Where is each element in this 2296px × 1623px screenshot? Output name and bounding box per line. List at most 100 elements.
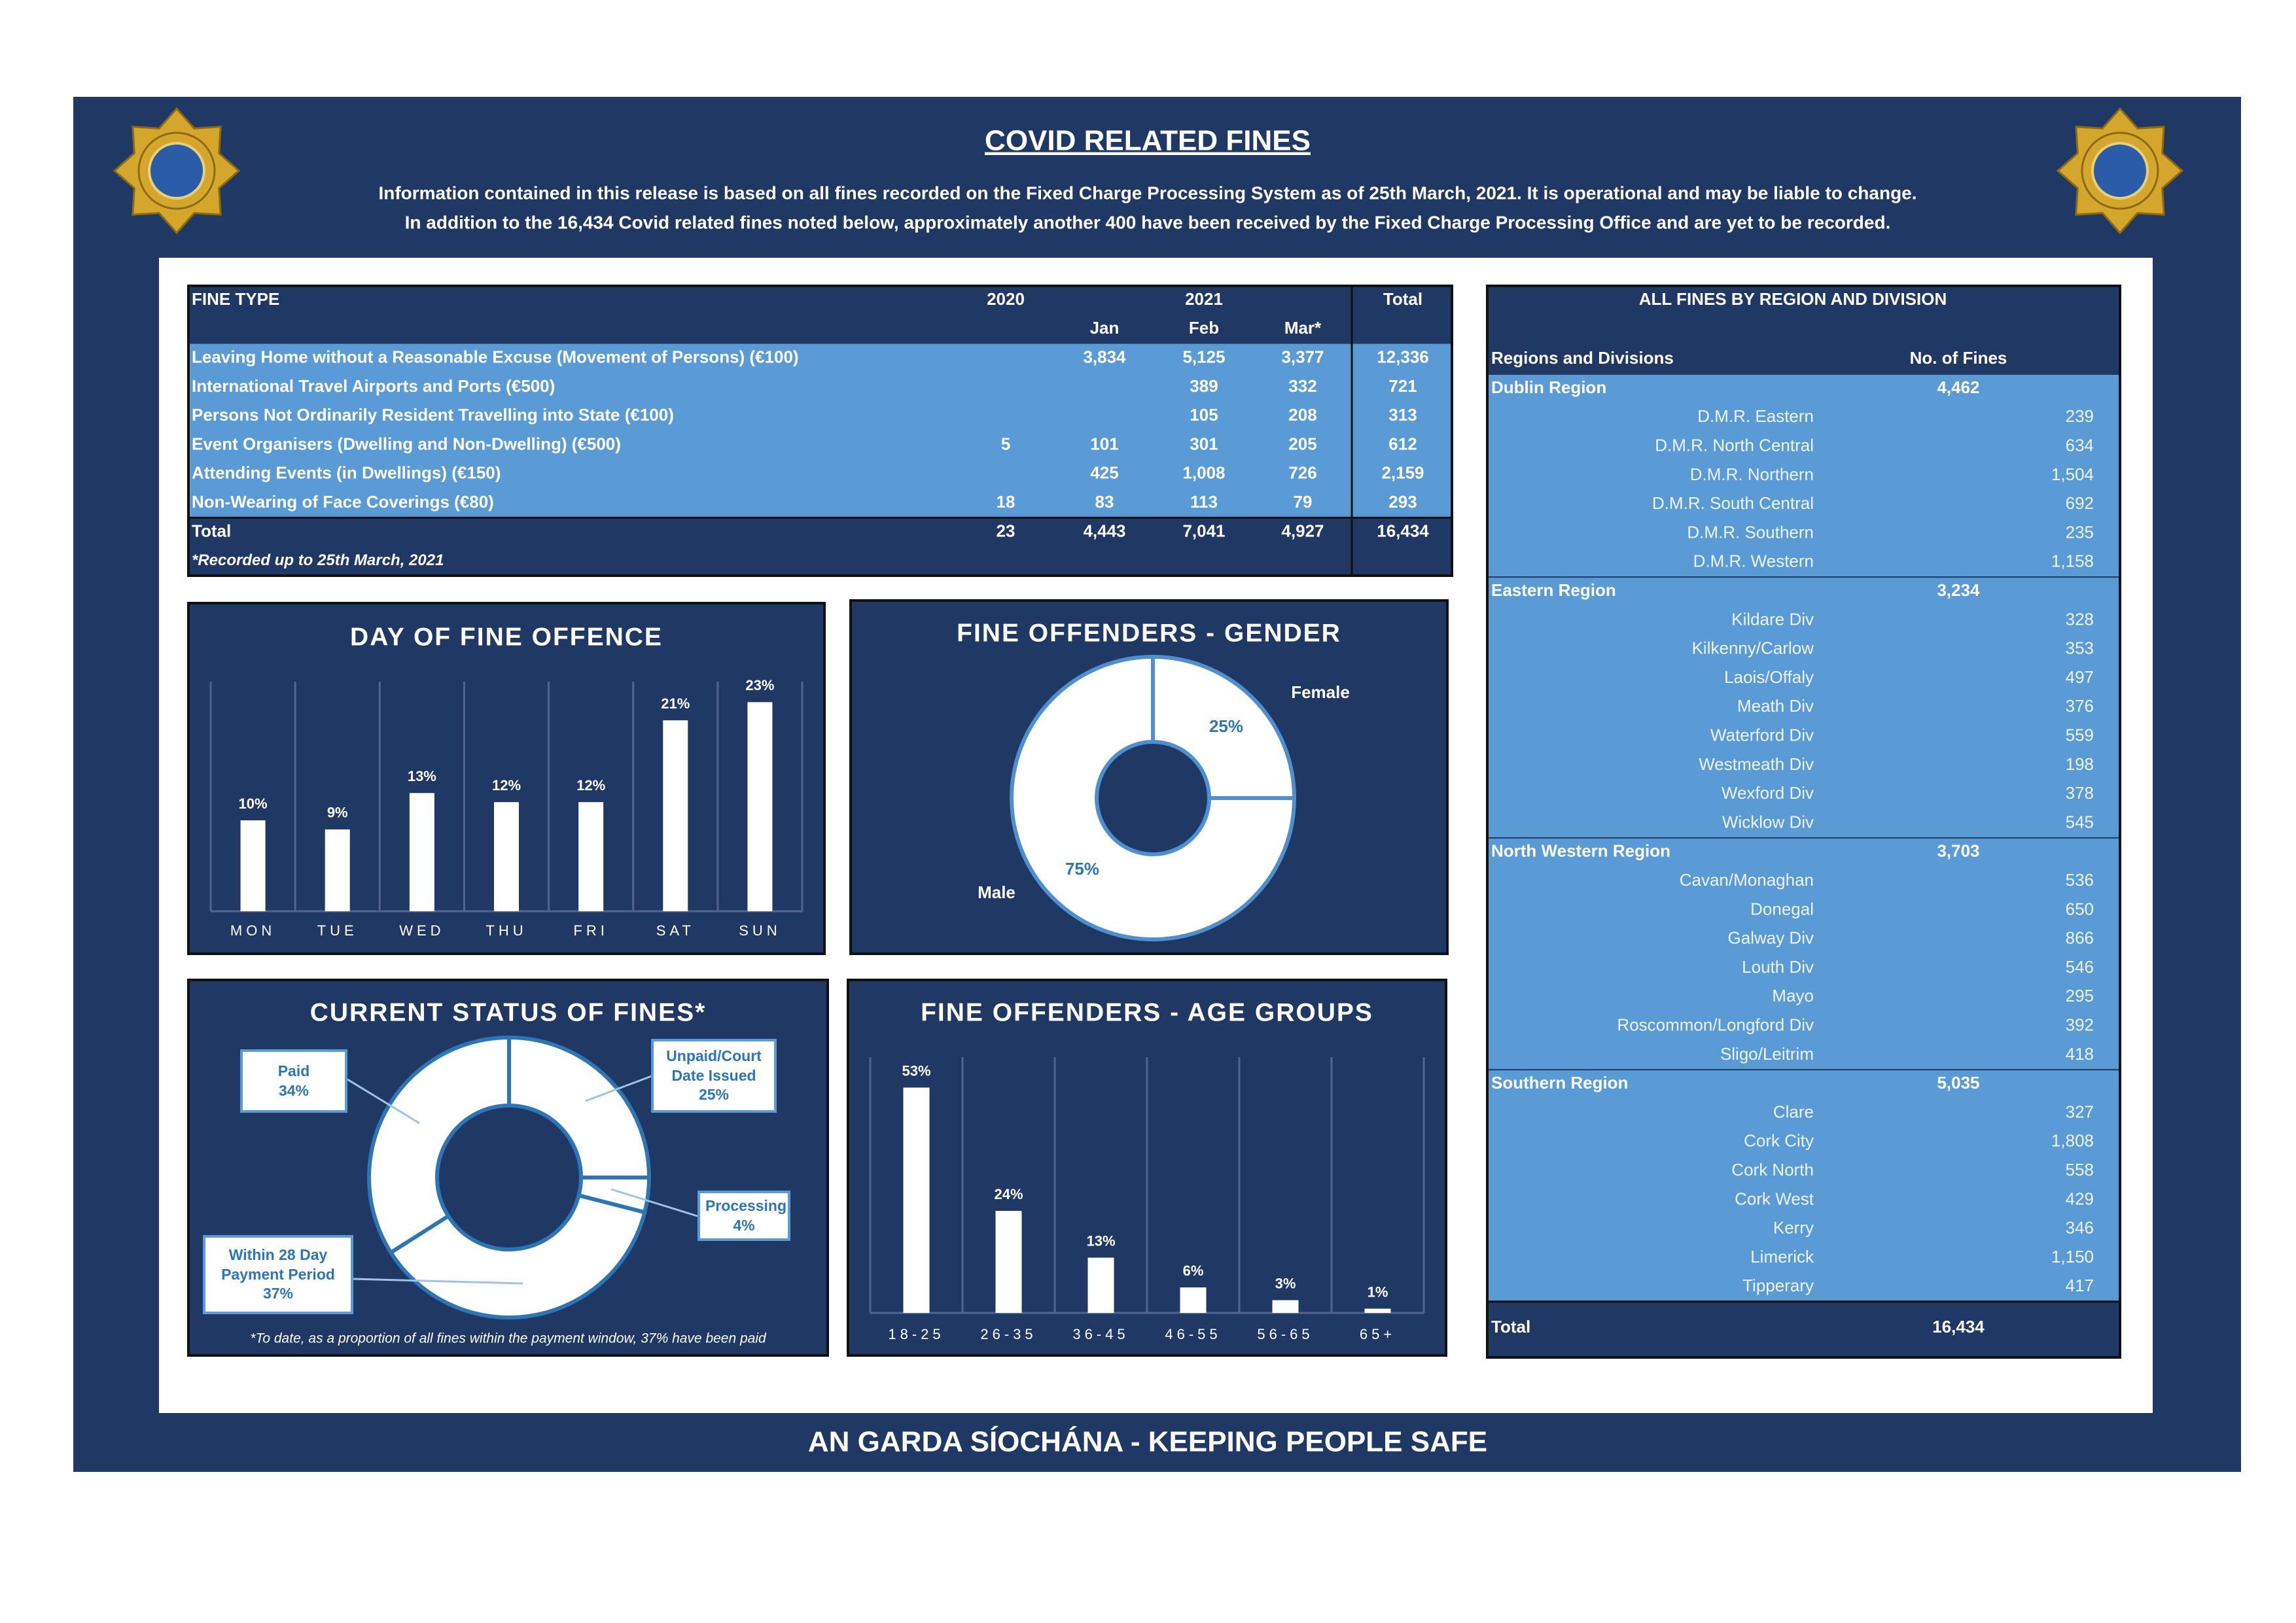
bar — [995, 1211, 1022, 1313]
logo — [2057, 107, 2183, 234]
division-fines: 378 — [2066, 783, 2094, 803]
division-name: Westmeath Div — [1699, 754, 1814, 774]
category-label: 18-25 — [888, 1326, 944, 1342]
label-box: Unpaid/Court Date Issued 25% — [651, 1039, 777, 1113]
row-cell: 83 — [1095, 492, 1114, 512]
division-fines: 559 — [2066, 725, 2094, 744]
region-name: Eastern Region — [1491, 580, 1616, 600]
total-cell: 23 — [997, 521, 1016, 540]
bar — [409, 793, 434, 911]
bar — [1087, 1257, 1114, 1313]
category-label: THU — [486, 922, 527, 939]
value-label: 13% — [1086, 1232, 1115, 1249]
column-header: FINE TYPE — [192, 289, 279, 309]
total-label: Total — [1491, 1317, 1530, 1336]
row-cell: 389 — [1190, 376, 1218, 396]
division-name: Cavan/Monaghan — [1680, 870, 1814, 890]
total-cell: 4,443 — [1083, 521, 1125, 540]
region-total: 5,035 — [1937, 1073, 1979, 1092]
division-name: D.M.R. Southern — [1687, 522, 1814, 542]
value-label: 34% — [278, 1081, 309, 1099]
leader-line — [353, 1278, 523, 1285]
division-name: Clare — [1773, 1102, 1814, 1121]
division-fines: 634 — [2066, 435, 2094, 455]
division-fines: 692 — [2066, 493, 2094, 513]
division-name: Kilkenny/Carlow — [1692, 638, 1814, 658]
division-fines: 1,808 — [2051, 1131, 2094, 1151]
row-cell: 5,125 — [1182, 347, 1225, 366]
value-label: 25% — [1209, 716, 1243, 736]
total-label: Total — [192, 521, 231, 540]
division-name: Meath Div — [1737, 696, 1814, 716]
category-label: Within 28 Day Payment Period — [221, 1246, 335, 1283]
division-name: D.M.R. Northern — [1690, 464, 1814, 484]
slice — [507, 1035, 652, 1179]
row-cell: 1,008 — [1182, 463, 1225, 483]
value-label: 23% — [745, 677, 774, 693]
table-band — [190, 343, 1451, 518]
category-label: Paid — [277, 1062, 310, 1079]
value-label: 75% — [1065, 859, 1099, 879]
division-name: Donegal — [1750, 899, 1814, 918]
row-cell: 18 — [997, 492, 1016, 512]
division-name: D.M.R. Eastern — [1697, 406, 1814, 426]
chart-title: DAY OF FINE OFFENCE — [350, 623, 663, 651]
division-name: Cork North — [1731, 1160, 1814, 1179]
bar — [325, 829, 350, 911]
value-label: 12% — [576, 777, 605, 794]
row-cell: 721 — [1388, 376, 1417, 396]
division-name: D.M.R. Western — [1693, 551, 1814, 571]
division-name: Cork City — [1744, 1131, 1814, 1151]
value-label: 1% — [1368, 1283, 1388, 1300]
column-header: Regions and Divisions — [1491, 348, 1674, 368]
value-label: 13% — [408, 768, 436, 784]
column-header: 2021 — [1185, 289, 1223, 309]
region-band — [1489, 1070, 2119, 1301]
division-fines: 650 — [2066, 899, 2094, 918]
division-fines: 239 — [2066, 406, 2094, 426]
label-box: Paid 34% — [240, 1049, 347, 1113]
division-fines: 545 — [2066, 812, 2094, 831]
footer: AN GARDA SÍOCHÁNA - KEEPING PEOPLE SAFE — [808, 1425, 1487, 1458]
row-cell: 105 — [1190, 405, 1218, 425]
division-name: Sligo/Leitrim — [1720, 1044, 1814, 1064]
category-label: WED — [399, 922, 444, 939]
label-box: Within 28 Day Payment Period 37% — [203, 1235, 353, 1314]
division-fines: 418 — [2066, 1044, 2094, 1064]
row-cell: 3,377 — [1281, 347, 1324, 366]
division-fines: 328 — [2066, 609, 2094, 629]
value-label: 21% — [661, 695, 690, 712]
category-label: SAT — [656, 922, 695, 939]
row-cell: 113 — [1190, 492, 1218, 512]
division-fines: 327 — [2066, 1102, 2094, 1121]
category-label: 36-45 — [1072, 1326, 1129, 1342]
slice — [367, 1035, 511, 1255]
total-cell: 4,927 — [1281, 521, 1324, 540]
region-band — [1489, 838, 2119, 1070]
table-title: ALL FINES BY REGION AND DIVISION — [1639, 289, 1947, 309]
column-header: Total — [1383, 289, 1422, 309]
bar — [903, 1087, 930, 1313]
slice — [388, 1193, 647, 1319]
division-name: D.M.R. North Central — [1655, 435, 1814, 455]
row-cell: 301 — [1190, 434, 1218, 453]
value-label: 25% — [698, 1086, 730, 1104]
division-fines: 346 — [2066, 1218, 2094, 1238]
row-cell: 425 — [1090, 463, 1118, 483]
slice — [1010, 654, 1297, 941]
row-cell: 5 — [1001, 434, 1010, 453]
bar — [494, 802, 519, 911]
title: COVID RELATED FINES — [985, 125, 1311, 157]
category-label: TUE — [317, 922, 358, 939]
value-label: 10% — [239, 795, 268, 812]
note: *To date, as a proportion of all fines w… — [250, 1331, 767, 1346]
division-name: D.M.R. South Central — [1652, 493, 1814, 513]
row-label: Event Organisers (Dwelling and Non-Dwell… — [192, 434, 621, 453]
row-cell: 208 — [1288, 405, 1316, 425]
row-cell: 2,159 — [1381, 463, 1424, 483]
division-fines: 429 — [2066, 1189, 2094, 1208]
division-fines: 417 — [2066, 1276, 2094, 1295]
value-label: 6% — [1183, 1263, 1204, 1279]
bar — [240, 820, 266, 911]
